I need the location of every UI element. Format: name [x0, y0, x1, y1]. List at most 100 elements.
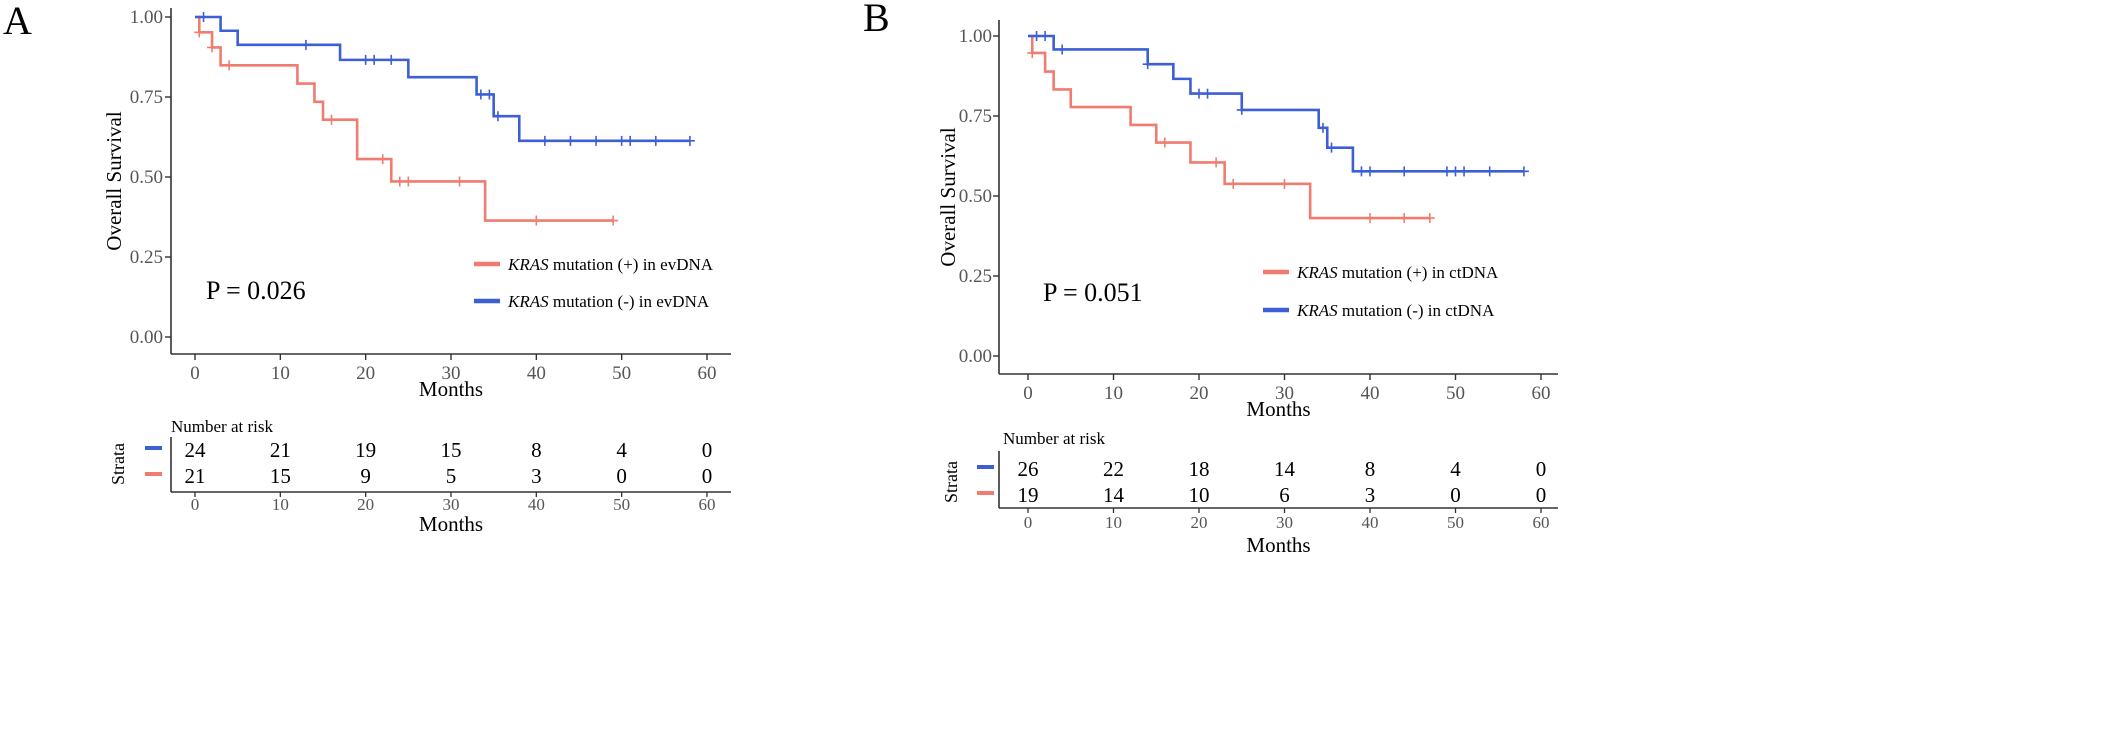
- panel-a-x-axis-title: Months: [419, 377, 483, 401]
- panel-b-y-tick-label: 0.75: [959, 106, 992, 127]
- panel-a-legend-desc: mutation (+) in evDNA: [549, 255, 714, 274]
- panel-a-risk-count: 24: [185, 438, 207, 462]
- panel-b-label: B: [863, 0, 890, 40]
- panel-a-x-tick-label: 10: [271, 363, 290, 384]
- panel-a-y-tick-label: 0.75: [130, 87, 163, 108]
- panel-b-legend-label-0: KRAS mutation (+) in ctDNA: [1296, 263, 1499, 282]
- panel-a-risk-count: 21: [270, 438, 291, 462]
- panel-a-risk-strata-label: Strata: [108, 443, 128, 485]
- panel-a-series-1-censor-mark: [369, 54, 380, 65]
- panel-b-series-1-censor-mark: [1399, 166, 1410, 177]
- panel-b-risk-count: 4: [1450, 457, 1461, 481]
- panel-b-risk-x-tick-label: 30: [1276, 513, 1293, 532]
- panel-b-series-1-censor-mark: [1356, 166, 1367, 177]
- panel-a-series-0-censor-mark: [207, 42, 218, 53]
- panel-a-risk-x-tick-label: 20: [357, 495, 374, 514]
- panel-b-series-1-curve: [1028, 34, 1524, 173]
- panel-b-x-tick-label: 10: [1104, 383, 1123, 404]
- panel-b-series-0-censor-mark: [1399, 213, 1410, 224]
- panel-a-risk-x-tick-label: 50: [613, 495, 630, 514]
- panel-a-risk-count: 0: [616, 464, 627, 488]
- panel-a-series-1-censor-mark: [386, 54, 397, 65]
- panel-b-risk-count: 10: [1189, 483, 1210, 507]
- panel-b-series-0-censor-mark: [1279, 178, 1290, 189]
- panel-a-risk-x-tick-label: 40: [528, 495, 545, 514]
- panel-b-series-0-curve: [1028, 34, 1430, 220]
- panel-a-series-0-censor-mark: [608, 215, 619, 226]
- panel-b-series-1-censor-mark: [1484, 166, 1495, 177]
- panel-b-series-1-censor-mark: [1450, 166, 1461, 177]
- panel-b-risk-count: 22: [1103, 457, 1124, 481]
- panel-b-series-0-censor-mark: [1424, 213, 1435, 224]
- panel-a-risk-count: 15: [270, 464, 291, 488]
- panel-a-y-tick-label: 0.50: [130, 167, 163, 188]
- panel-b-risk-strata-label: Strata: [941, 461, 961, 503]
- panel-b-x-tick-label: 0: [1023, 383, 1033, 404]
- panel-b-series-1-censor-mark: [1365, 166, 1375, 177]
- panel-b-legend-desc: mutation (+) in ctDNA: [1338, 263, 1499, 282]
- panel-a-risk-x-axis-title: Months: [419, 512, 483, 536]
- panel-b-legend-desc: mutation (-) in ctDNA: [1338, 301, 1495, 320]
- panel-b-risk-x-tick-label: 40: [1362, 513, 1379, 532]
- panel-a-series-1-curve: [195, 15, 690, 143]
- panel-b-risk-x-tick-label: 20: [1191, 513, 1208, 532]
- panel-b-risk-count: 8: [1365, 457, 1376, 481]
- panel-a-series-1-censor-mark: [650, 135, 661, 146]
- panel-a-series-0-censor-mark: [454, 176, 465, 187]
- panel-a-legend-gene-name: KRAS: [507, 255, 549, 274]
- panel-a-label: A: [3, 0, 32, 43]
- panel-b-y-axis-title: Overall Survival: [936, 127, 960, 267]
- panel-b-risk-count: 18: [1189, 457, 1210, 481]
- panel-a-legend-label-1: KRAS mutation (-) in evDNA: [507, 292, 710, 311]
- panel-b-series-1-censor-mark: [1518, 166, 1529, 177]
- panel-a-risk-count: 0: [702, 438, 713, 462]
- panel-b-x-axis-title: Months: [1246, 397, 1310, 421]
- panel-a-legend-desc: mutation (-) in evDNA: [549, 292, 710, 311]
- panel-b-risk-x-tick-label: 0: [1024, 513, 1033, 532]
- panel-a-series-1-censor-mark: [492, 111, 503, 122]
- panel-b-series-1-censor-mark: [1236, 104, 1247, 115]
- panel-b-risk-count: 14: [1103, 483, 1125, 507]
- panel-a-series-1-censor-mark: [565, 135, 576, 146]
- panel-a-series-0-censor-mark: [377, 154, 388, 165]
- panel-a-series-0-censor-mark: [326, 114, 337, 125]
- panel-a-series-0-censor-mark: [224, 60, 235, 71]
- panel-a-risk-count: 8: [531, 438, 542, 462]
- panel-a-risk-count: 3: [531, 464, 542, 488]
- panel-a-x-tick-label: 50: [612, 363, 631, 384]
- panel-a-y-axis-title: Overall Survival: [102, 111, 126, 251]
- panel-a-series-1-censor-mark: [625, 135, 636, 146]
- panel-b-series-1-censor-mark: [1142, 59, 1153, 70]
- panel-b-series-1-censor-mark: [1459, 166, 1470, 177]
- panel-b-x-tick-label: 30: [1275, 383, 1294, 404]
- panel-a-series-1-censor-mark: [539, 135, 550, 146]
- panel-b-risk-count: 19: [1018, 483, 1039, 507]
- panel-b-legend-gene-name: KRAS: [1296, 263, 1338, 282]
- panel-a-series-1-censor-mark: [616, 135, 627, 146]
- panel-a-risk-x-tick-label: 30: [443, 495, 460, 514]
- panel-b-series-1-censor-mark: [1031, 31, 1042, 41]
- panel-b-risk-x-tick-label: 60: [1533, 513, 1550, 532]
- panel-a-risk-title: Number at risk: [171, 417, 273, 436]
- panel-b-risk-count: 0: [1536, 483, 1547, 507]
- panel-a-x-tick-label: 20: [356, 363, 375, 384]
- panel-a-x-tick-label: 0: [190, 363, 200, 384]
- panel-a-risk-x-tick-label: 0: [191, 495, 200, 514]
- panel-b-risk-count: 6: [1279, 483, 1290, 507]
- panel-a-y-tick-label: 0.00: [130, 327, 163, 348]
- panel-a-x-tick-label: 30: [442, 363, 461, 384]
- panel-b-series-1-censor-mark: [1057, 44, 1068, 55]
- panel-b-x-tick-label: 60: [1532, 383, 1551, 404]
- panel-a-series-1-censor-mark: [591, 135, 602, 146]
- panel-a-risk-count: 19: [355, 438, 376, 462]
- panel-b-series-1-censor-mark: [1202, 88, 1213, 99]
- panel-a-series-0-censor-mark: [403, 176, 414, 187]
- panel-b-risk-x-axis-title: Months: [1246, 533, 1310, 557]
- panel-a-series-1-censor-mark: [360, 54, 371, 65]
- panel-b-series-0-censor-mark: [1211, 157, 1222, 168]
- panel-a-legend-label-0: KRAS mutation (+) in evDNA: [507, 255, 714, 274]
- panel-a-risk-count: 4: [616, 438, 627, 462]
- panel-b-series-0-censor-mark: [1159, 137, 1170, 148]
- panel-b-series-0-censor-mark: [1228, 178, 1239, 189]
